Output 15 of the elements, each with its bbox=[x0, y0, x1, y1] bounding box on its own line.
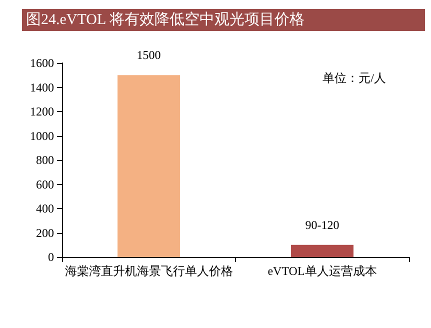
y-tick-label: 1000 bbox=[30, 128, 54, 143]
y-tick-label: 800 bbox=[36, 153, 54, 167]
y-tick-label: 0 bbox=[48, 250, 54, 264]
x-tick-label: eVTOL单人运营成本 bbox=[268, 264, 377, 278]
data-label: 90-120 bbox=[305, 218, 340, 232]
y-tick-label: 1200 bbox=[30, 104, 54, 118]
data-label: 1500 bbox=[136, 48, 161, 62]
y-tick-label: 1600 bbox=[30, 56, 54, 70]
y-tick-label: 400 bbox=[36, 202, 54, 216]
y-tick-label: 1400 bbox=[30, 80, 54, 94]
chart-title: 图24.eVTOL 将有效降低空中观光项目价格 bbox=[22, 9, 425, 31]
x-tick-label: 海棠湾直升机海景飞行单人价格 bbox=[64, 264, 233, 278]
y-tick-label: 600 bbox=[36, 177, 54, 192]
annotation: 单位：元/人 bbox=[322, 71, 386, 85]
y-tick-label: 200 bbox=[36, 226, 54, 240]
